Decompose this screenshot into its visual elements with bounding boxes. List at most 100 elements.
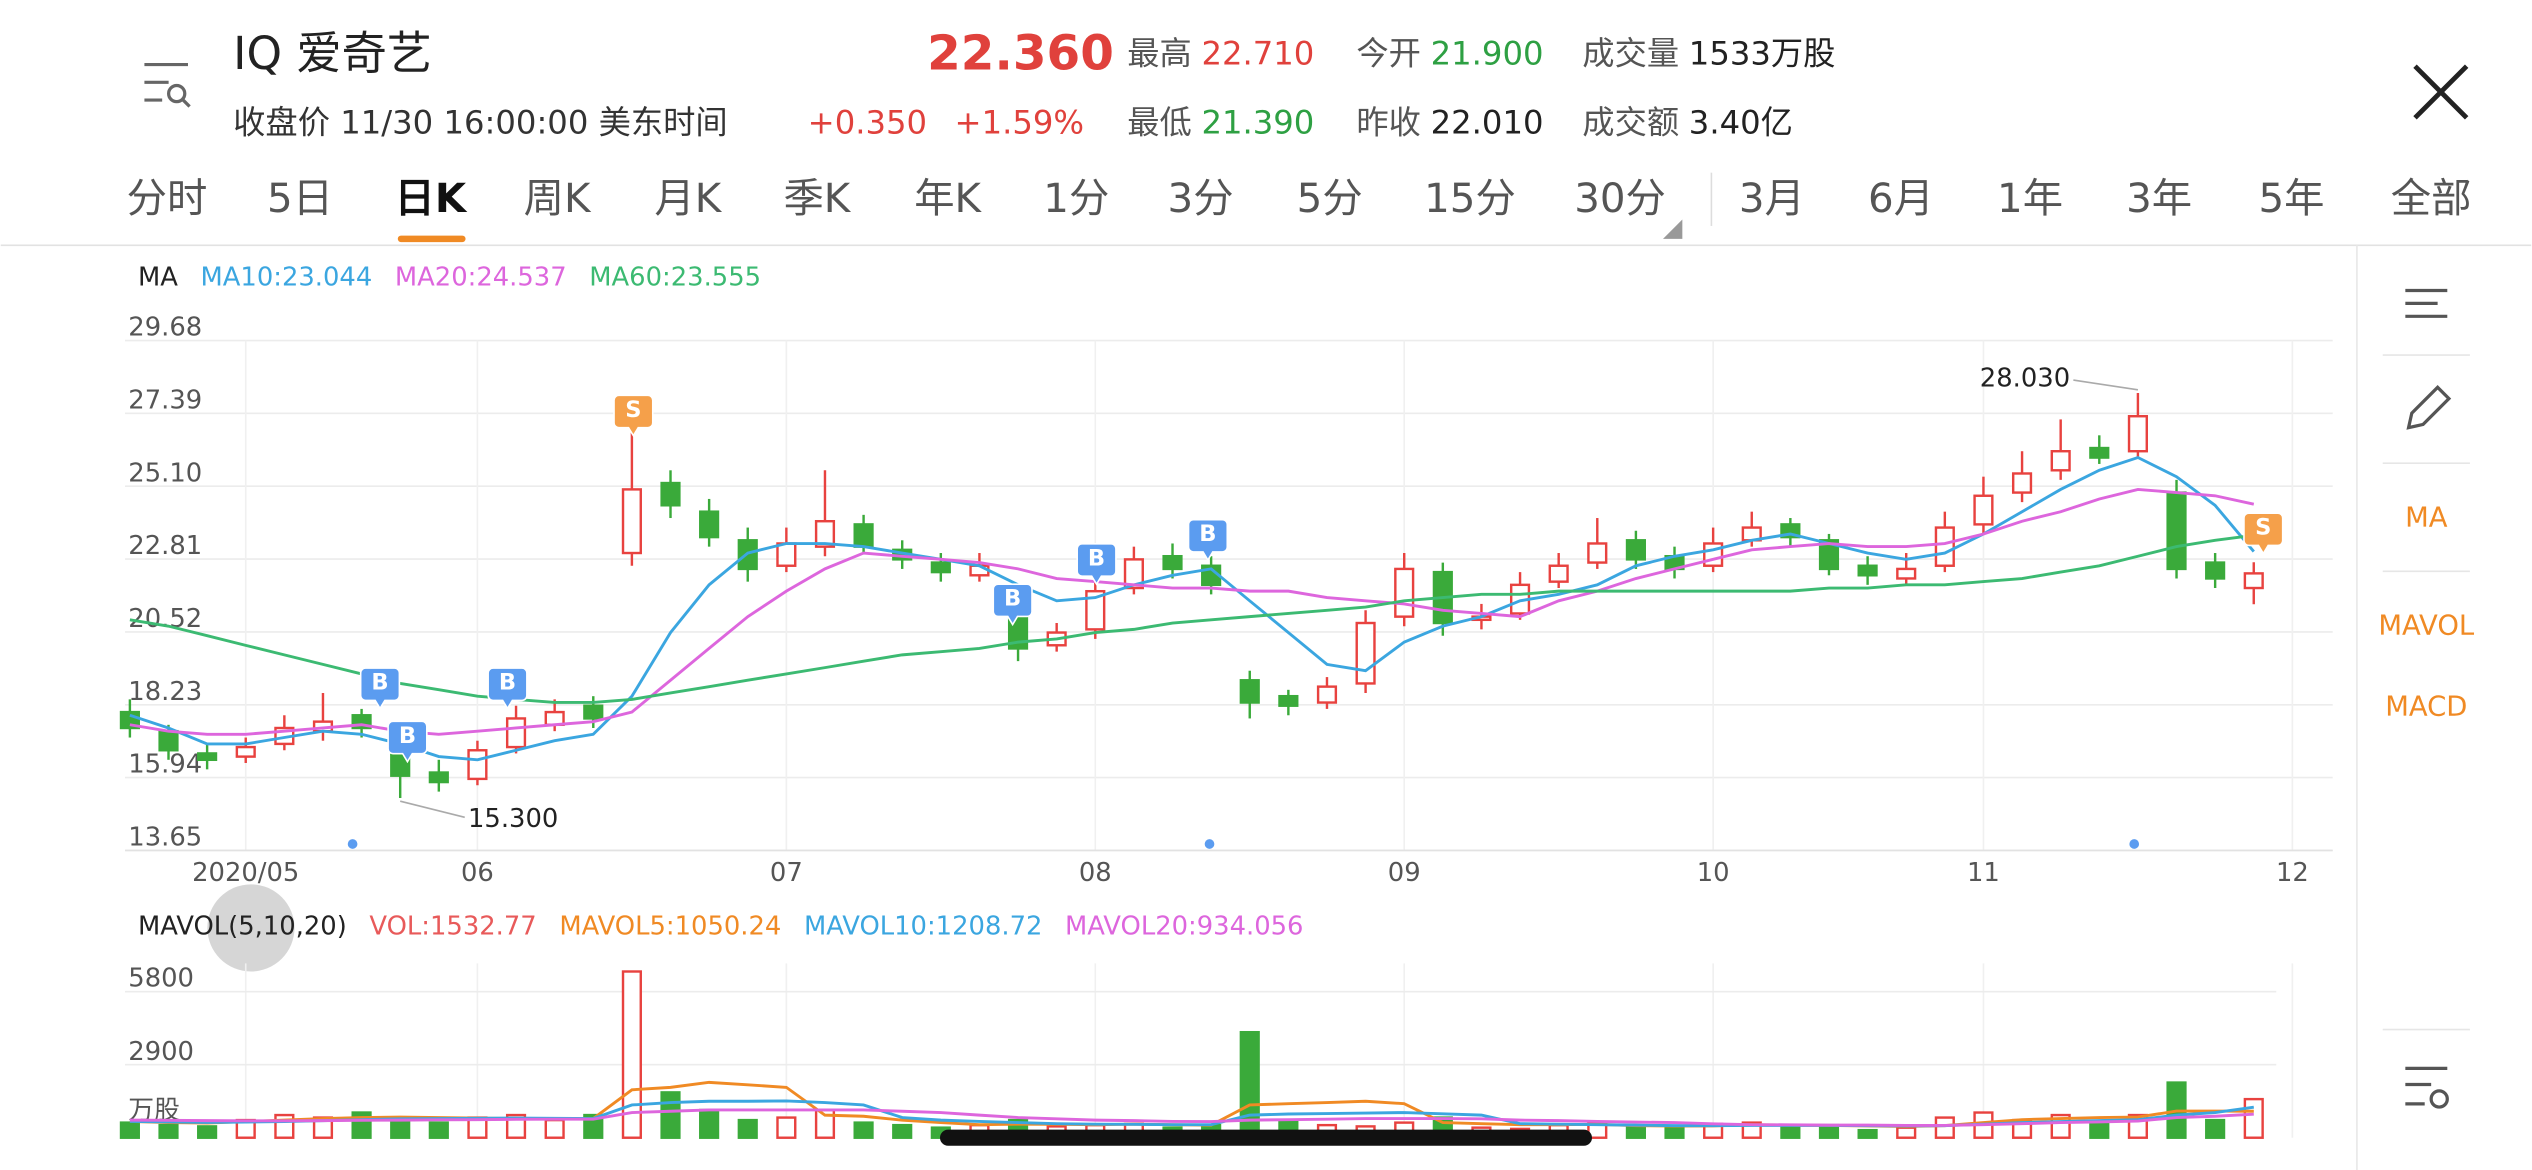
volume-bar [1934,1116,1955,1139]
ma-line [129,1108,2254,1127]
x-tick-label: 08 [1079,858,1112,888]
max-label: 28.030 [1980,363,2070,393]
trade-marker [1076,543,1117,586]
candle-body [699,510,720,539]
trade-marker-label: B [1004,586,1021,612]
candle-body [158,729,179,752]
x-tick-label: 06 [461,858,494,888]
tab[interactable]: 1年 [1997,175,2063,222]
volume-bar [737,1118,758,1139]
stat-label: 今开 [1356,34,1421,72]
volume-bar [197,1125,218,1139]
trade-marker [2243,512,2284,556]
side-menu-item[interactable]: MACD [2385,691,2467,722]
candle-body [197,752,218,762]
tab[interactable]: 年K [914,175,982,222]
volume-bar [2205,1118,2226,1139]
leader-line [400,800,465,819]
tab[interactable]: 全部 [2391,175,2472,222]
candle-body [621,488,642,555]
event-dot [2129,839,2140,849]
tab[interactable]: 季K [783,175,851,222]
menu-icon[interactable] [144,62,191,108]
tab[interactable]: 6月 [1868,175,1934,222]
legend-entry: MA [138,263,178,293]
tab[interactable]: 3分 [1168,175,1234,222]
settings-icon[interactable] [2405,1066,2449,1109]
x-tick-label: 11 [1967,858,2000,888]
legend-entry: VOL:1532.77 [369,911,536,941]
volume-bar [1239,1030,1260,1139]
candle-body [583,704,604,720]
tab[interactable]: 月K [654,175,722,222]
stat-value: 22.010 [1431,104,1544,142]
legend-entry: MA20:24.537 [395,263,567,293]
x-tick-label: 09 [1388,858,1421,888]
tab[interactable]: 周K [524,175,592,222]
trade-marker-label: B [499,670,516,696]
tab[interactable]: 日K [395,175,468,222]
tab[interactable]: 3月 [1739,175,1805,222]
stat-label: 成交量 [1582,34,1679,72]
touch-indicator [207,884,295,972]
y-tick-label: 15.94 [128,750,202,780]
legend-entry: MAVOL(5,10,20) [138,911,347,941]
legend-entry: MAVOL20:934.056 [1065,911,1303,941]
y-tick-label: 18.23 [128,677,202,707]
tab[interactable]: 5日 [267,175,333,222]
candle-body [467,749,488,781]
candle-body [1934,526,1955,567]
leader-line [2073,379,2139,391]
side-menu-item[interactable]: MAVOL [2378,611,2475,642]
ma-line [129,533,2254,704]
trade-marker [387,720,428,764]
candle-body [1548,564,1569,583]
close-button[interactable] [2413,64,2469,120]
x-tick-label: 10 [1697,858,1730,888]
stock-title: IQ 爱奇艺 [233,27,432,80]
candle-body [1278,694,1299,707]
y-tick-label: 27.39 [128,385,202,415]
candle-body [235,745,256,758]
volume-bar [1625,1126,1646,1139]
draw-icon[interactable] [2406,385,2452,430]
trade-marker [487,667,528,711]
candle-body [2243,572,2264,590]
candle-body [776,542,797,567]
stat-label: 最低 [1127,104,1192,142]
volume-bar [2089,1121,2110,1139]
volume-bar [892,1123,913,1139]
volume-bar [1664,1125,1685,1139]
tab[interactable]: 1分 [1043,175,1109,222]
x-tick-label: 2020/05 [192,858,299,888]
candle-body [660,481,681,507]
tab[interactable]: 3年 [2126,175,2192,222]
candle-body [930,561,951,574]
side-menu-item[interactable]: MA [2405,503,2448,534]
candle-body [1123,558,1144,590]
y-tick-label: 5800 [128,964,194,994]
volume-bar [1857,1128,1878,1139]
tab[interactable]: 30分 [1574,175,1666,222]
side-separators [2382,354,2470,1031]
stat-label: 成交额 [1582,104,1679,142]
tab[interactable]: 15分 [1424,175,1516,222]
side-list-icon[interactable] [2405,288,2448,318]
y-tick-label: 2900 [128,1037,194,1067]
volume-bar [1780,1126,1801,1139]
tab-corner [1662,219,1683,239]
candle-body [2127,415,2148,453]
candle-body [1587,542,1608,564]
candle-body [2089,446,2110,459]
tab[interactable]: 分时 [127,175,208,222]
volume-bar [158,1123,179,1139]
volume-bar [544,1118,565,1139]
tab[interactable]: 5分 [1297,175,1363,222]
trade-marker-label: B [371,670,388,696]
stat-value: 22.710 [1201,34,1314,72]
candle-body [505,717,527,749]
tab[interactable]: 5年 [2258,175,2324,222]
price: 22.360 [927,25,1114,81]
